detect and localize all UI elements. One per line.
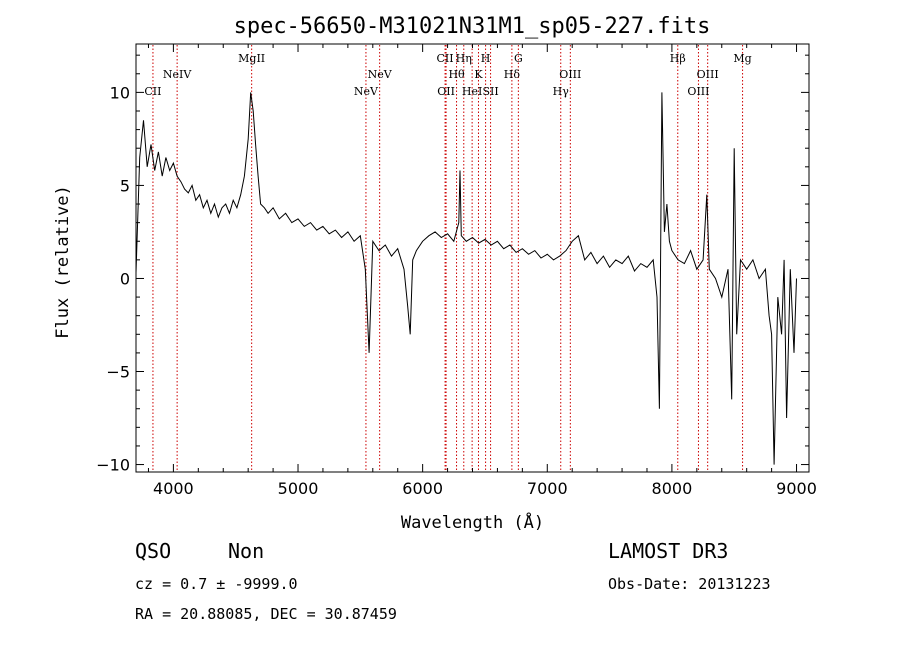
emission-line-label: CII bbox=[437, 52, 454, 65]
flux-series-group bbox=[135, 92, 797, 465]
emission-line-label: MgII bbox=[238, 52, 265, 65]
survey-name: LAMOST DR3 bbox=[608, 539, 728, 563]
emission-line-label: Hβ bbox=[670, 52, 686, 65]
y-tick-label: 5 bbox=[120, 176, 130, 195]
emission-line-label: NeV bbox=[368, 68, 393, 81]
x-axis-ticks: 4000 5000 6000 7000 8000 9000 bbox=[147, 44, 817, 498]
emission-line-label: HeI bbox=[462, 85, 482, 98]
emission-line-label: Hθ bbox=[448, 68, 465, 81]
x-tick-label: 7000 bbox=[527, 479, 568, 498]
emission-line-label: OII bbox=[437, 85, 455, 98]
y-axis-label: Flux (relative) bbox=[53, 185, 73, 339]
emission-line-label: Hδ bbox=[504, 68, 521, 81]
x-tick-label: 5000 bbox=[278, 479, 319, 498]
emission-line-label: H bbox=[481, 52, 491, 65]
emission-line-label: NeV bbox=[354, 85, 379, 98]
object-class: QSO bbox=[135, 539, 171, 563]
y-axis-ticks: −10 −5 0 5 10 bbox=[96, 54, 809, 475]
y-tick-label: 0 bbox=[120, 269, 130, 288]
emission-line-label: OIII bbox=[687, 85, 709, 98]
y-tick-label: 10 bbox=[110, 83, 130, 102]
emission-line-label: K bbox=[474, 68, 483, 81]
emission-line-label: Hη bbox=[456, 52, 472, 65]
flux-series-line bbox=[135, 92, 797, 465]
emission-line-label: OIII bbox=[697, 68, 719, 81]
emission-line-label: Hγ bbox=[553, 85, 570, 98]
emission-line-markers bbox=[152, 45, 744, 471]
y-tick-label: −5 bbox=[106, 363, 130, 382]
y-tick-label: −10 bbox=[96, 456, 130, 475]
x-tick-label: 4000 bbox=[153, 479, 194, 498]
emission-line-label: OIII bbox=[559, 68, 581, 81]
x-tick-label: 9000 bbox=[776, 479, 817, 498]
observation-date: Obs-Date: 20131223 bbox=[608, 575, 771, 593]
emission-line-label: G bbox=[514, 52, 523, 65]
x-axis-label: Wavelength (Å) bbox=[401, 511, 544, 533]
x-tick-label: 6000 bbox=[402, 479, 443, 498]
x-tick-label: 8000 bbox=[652, 479, 693, 498]
emission-line-label: CII bbox=[144, 85, 161, 98]
emission-line-label: Mg bbox=[733, 52, 751, 65]
emission-line-label: SII bbox=[482, 85, 498, 98]
redshift-cz: cz = 0.7 ± -9999.0 bbox=[135, 575, 298, 593]
chart-title: spec-56650-M31021N31M1_sp05-227.fits bbox=[234, 14, 711, 39]
emission-line-labels: CIINeIVMgIINeVNeVCIIOIIHθHηHeIKHSIIHδGHγ… bbox=[144, 52, 751, 98]
ra-dec: RA = 20.88085, DEC = 30.87459 bbox=[135, 605, 397, 623]
emission-line-label: NeIV bbox=[163, 68, 192, 81]
object-subclass: Non bbox=[228, 539, 264, 563]
